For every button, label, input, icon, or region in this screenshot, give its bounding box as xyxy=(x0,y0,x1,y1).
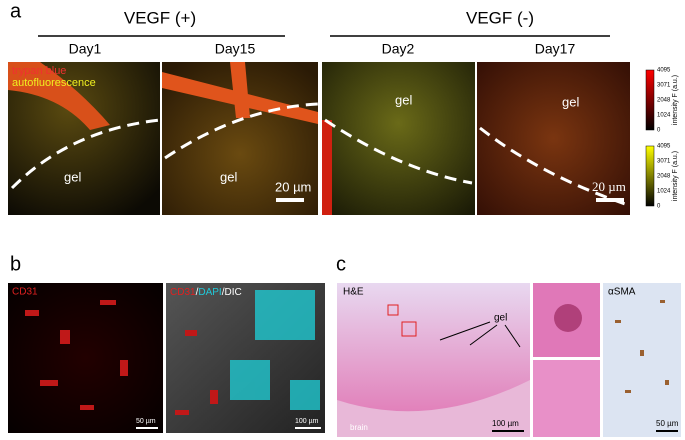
colorbar-tick-label: 2048 xyxy=(657,98,671,104)
micrograph xyxy=(477,62,630,215)
colorbar-tick-label: 0 xyxy=(657,128,661,134)
colorbar-label: intensity F (a.u.) xyxy=(672,151,679,201)
sma-signal xyxy=(615,300,669,393)
region-label: brain xyxy=(350,423,368,432)
gel-boundary xyxy=(164,102,319,160)
cell xyxy=(554,304,582,332)
scale-bar xyxy=(295,427,321,429)
day-label: Day1 xyxy=(69,41,102,57)
pointer xyxy=(469,324,498,346)
stain-title: αSMA xyxy=(608,287,636,298)
colorbar-tick-label: 1024 xyxy=(657,189,671,195)
colorbar-tick-label: 4095 xyxy=(657,68,671,74)
colorbar-tick-label: 0 xyxy=(657,204,661,210)
colorbar xyxy=(645,69,655,131)
stain: / xyxy=(196,287,199,298)
legend-text: trypan blue xyxy=(12,65,66,77)
stain: DAPI xyxy=(198,287,221,298)
scale-text: 100 µm xyxy=(295,418,319,425)
scale-text: 20 µm xyxy=(592,179,626,194)
scale-bar xyxy=(656,430,678,432)
scale-bar xyxy=(492,430,524,432)
colorbar xyxy=(645,145,655,207)
stain-title: CD31/DAPI/DIC xyxy=(170,287,242,298)
day-label: Day17 xyxy=(535,41,576,57)
scale-text: 100 µm xyxy=(492,419,519,428)
day-label: Day2 xyxy=(382,41,415,57)
vessel xyxy=(322,120,332,215)
dapi-signal xyxy=(230,290,320,410)
colorbar-ticks: 4095 3071 2048 1024 0 4095 3071 2048 1024 0 xyxy=(657,68,671,210)
stain-title: H&E xyxy=(343,287,364,298)
group-title: VEGF (-) xyxy=(466,8,534,27)
brain-region xyxy=(337,380,530,437)
image-label: gel xyxy=(395,92,412,107)
gel-boundary xyxy=(479,126,629,207)
stain-title: CD31 xyxy=(12,287,38,298)
colorbar-tick-label: 3071 xyxy=(657,83,671,89)
legend-text: autofluorescence xyxy=(12,77,96,89)
micrograph xyxy=(603,283,681,437)
pointer xyxy=(439,321,491,341)
scale-bar xyxy=(276,198,304,202)
gel-boundary xyxy=(10,118,161,190)
micrograph xyxy=(8,283,163,433)
cd31-signal xyxy=(25,300,218,415)
micrograph xyxy=(322,62,475,215)
roi-box xyxy=(401,321,417,337)
colorbar-tick-label: 1024 xyxy=(657,113,671,119)
vessel xyxy=(8,62,110,130)
roi-box xyxy=(387,304,399,316)
stain: /DIC xyxy=(222,287,242,298)
panel-label: b xyxy=(10,253,21,275)
colorbar-tick-label: 4095 xyxy=(657,144,671,150)
scale-bar xyxy=(596,198,624,202)
inset xyxy=(533,360,600,437)
scale-text: 50 µm xyxy=(656,419,679,428)
image-label: gel xyxy=(562,94,579,109)
pointer xyxy=(504,324,521,348)
image-label: gel xyxy=(64,169,81,184)
panel-label: c xyxy=(336,253,346,275)
scale-text: 20 µm xyxy=(275,179,311,194)
scale-bar xyxy=(136,427,158,429)
group-title: VEGF (+) xyxy=(124,8,196,27)
gel-boundary xyxy=(324,118,473,185)
colorbar-tick-label: 3071 xyxy=(657,159,671,165)
colorbar-tick-label: 2048 xyxy=(657,174,671,180)
colorbar-label: intensity F (a.u.) xyxy=(672,75,679,125)
scale-text: 50 µm xyxy=(136,418,156,425)
panel-label: a xyxy=(10,0,22,22)
stain: CD31 xyxy=(170,287,196,298)
day-label: Day15 xyxy=(215,41,256,57)
annotation: gel xyxy=(494,313,507,324)
image-label: gel xyxy=(220,169,237,184)
